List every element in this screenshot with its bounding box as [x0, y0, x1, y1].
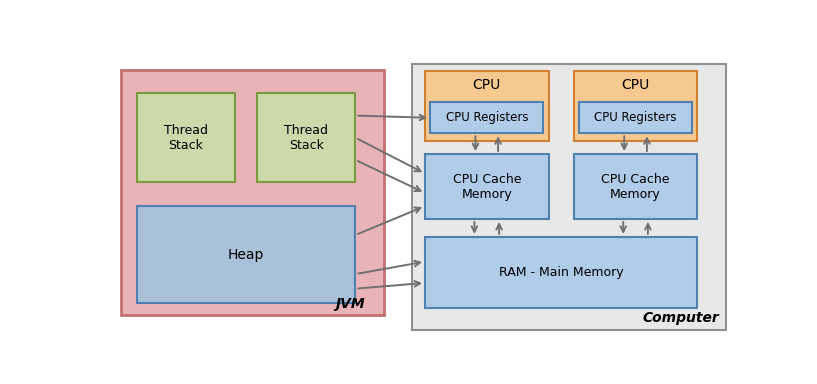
FancyBboxPatch shape: [425, 154, 548, 219]
Text: RAM - Main Memory: RAM - Main Memory: [499, 266, 623, 279]
Text: CPU: CPU: [622, 78, 650, 92]
Text: CPU: CPU: [473, 78, 501, 92]
Text: Thread
Stack: Thread Stack: [284, 124, 328, 152]
Text: CPU Cache
Memory: CPU Cache Memory: [601, 172, 670, 200]
Text: Thread
Stack: Thread Stack: [164, 124, 208, 152]
FancyBboxPatch shape: [430, 102, 543, 133]
FancyBboxPatch shape: [121, 70, 384, 315]
FancyBboxPatch shape: [574, 154, 698, 219]
Text: Heap: Heap: [228, 248, 265, 262]
FancyBboxPatch shape: [574, 71, 698, 141]
FancyBboxPatch shape: [137, 93, 235, 182]
FancyBboxPatch shape: [579, 102, 692, 133]
FancyBboxPatch shape: [425, 71, 548, 141]
Text: CPU Cache
Memory: CPU Cache Memory: [453, 172, 521, 200]
Text: Computer: Computer: [643, 311, 720, 326]
FancyBboxPatch shape: [257, 93, 355, 182]
FancyBboxPatch shape: [137, 206, 355, 303]
Text: CPU Registers: CPU Registers: [445, 111, 528, 124]
Text: CPU Registers: CPU Registers: [594, 111, 676, 124]
Text: JVM: JVM: [335, 297, 365, 311]
FancyBboxPatch shape: [413, 64, 725, 330]
FancyBboxPatch shape: [425, 237, 698, 308]
